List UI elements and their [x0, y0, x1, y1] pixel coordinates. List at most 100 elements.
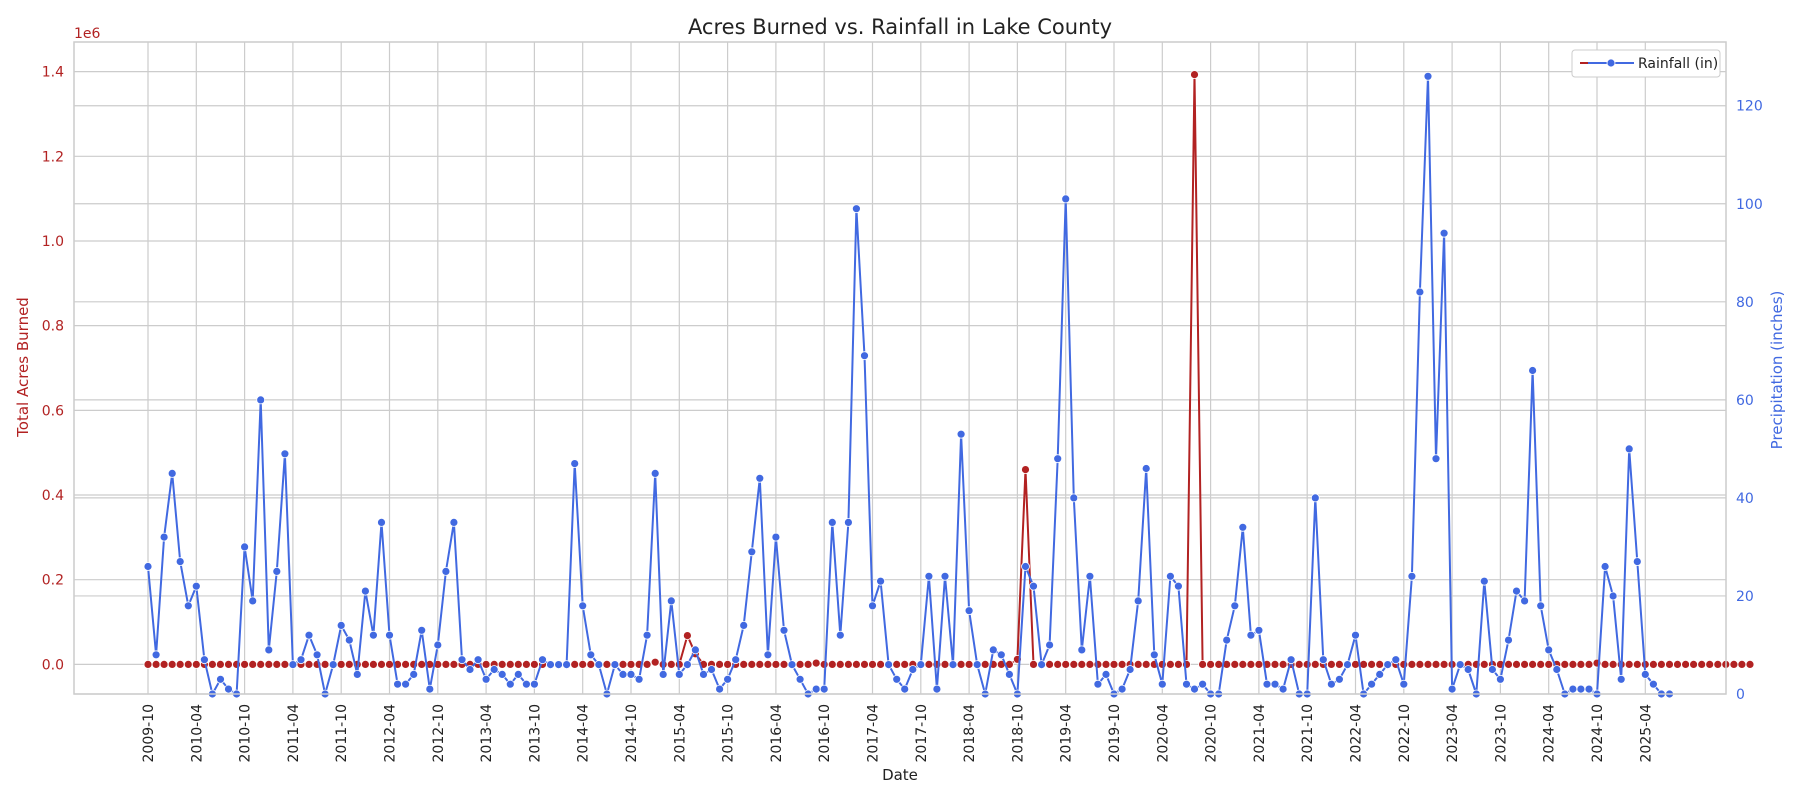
rainfall-point — [1584, 684, 1594, 694]
rainfall-point — [1423, 71, 1433, 81]
chart-title: Acres Burned vs. Rainfall in Lake County — [688, 15, 1112, 39]
acres-point — [626, 660, 636, 669]
rainfall-point — [546, 660, 555, 669]
left-tick-label: 0.4 — [42, 488, 64, 504]
rainfall-point — [393, 679, 403, 689]
rainfall-point — [441, 567, 451, 576]
rainfall-point — [256, 395, 266, 405]
acres-point — [248, 660, 258, 669]
acres-point — [1479, 660, 1489, 669]
rainfall-point — [626, 670, 636, 679]
rainfall-point — [377, 518, 386, 527]
rainfall-point — [1455, 660, 1465, 669]
acres-point — [377, 660, 386, 669]
rainfall-point — [288, 660, 298, 669]
acres-point — [1246, 660, 1256, 669]
acres-point — [183, 660, 193, 669]
rainfall-point — [683, 660, 692, 669]
rainfall-point — [1246, 630, 1256, 640]
acres-point — [1166, 660, 1175, 669]
acres-point — [1278, 660, 1288, 669]
rainfall-point — [650, 468, 660, 478]
acres-point — [505, 660, 515, 669]
acres-point — [650, 657, 660, 667]
rainfall-point — [642, 630, 652, 640]
x-tick-label: 2015-10 — [721, 704, 737, 763]
acres-point — [1608, 660, 1618, 669]
acres-point — [1053, 660, 1063, 669]
x-tick-label: 2025-04 — [1638, 704, 1654, 763]
rainfall-point — [747, 547, 757, 557]
rainfall-point — [449, 518, 459, 527]
rainfall-point — [1447, 684, 1457, 694]
rainfall-point — [795, 674, 805, 684]
acres-point — [1327, 660, 1336, 669]
rainfall-point — [425, 684, 435, 694]
rainfall-point — [691, 645, 700, 655]
rainfall-point — [1616, 674, 1626, 684]
acres-point — [360, 660, 370, 669]
acres-point — [513, 660, 523, 669]
left-tick-label: 0.6 — [42, 403, 64, 419]
rainfall-point — [489, 665, 499, 674]
rainfall-point — [1512, 586, 1521, 596]
acres-point — [618, 660, 628, 669]
x-tick-label: 2014-10 — [624, 704, 640, 763]
acres-point — [1270, 660, 1280, 669]
rainfall-point — [1407, 571, 1417, 581]
acres-point — [811, 658, 821, 668]
rainfall-point — [1343, 660, 1352, 669]
right-axis-label: Precipitation (inches) — [1768, 291, 1786, 450]
rainfall-point — [1238, 522, 1248, 532]
rainfall-point — [723, 674, 732, 684]
acres-point — [1512, 660, 1521, 669]
acres-point — [497, 660, 507, 669]
rainfall-point — [1383, 660, 1393, 669]
rainfall-point — [739, 621, 749, 630]
rainfall-point — [554, 660, 563, 669]
rainfall-point — [1399, 679, 1409, 689]
left-axis-ticks: 0.0 0.2 0.4 0.6 0.8 1.0 1.2 1.4 — [42, 65, 64, 674]
acres-point — [1294, 660, 1304, 669]
rainfall-point — [972, 660, 982, 669]
x-tick-label: 2020-04 — [1155, 704, 1171, 763]
right-tick-label: 80 — [1736, 295, 1754, 311]
rainfall-point — [731, 655, 741, 665]
rainfall-point — [763, 650, 773, 660]
rainfall-point — [988, 645, 998, 655]
acres-point — [1713, 660, 1723, 669]
rainfall-point — [1327, 679, 1336, 689]
acres-point — [481, 660, 491, 669]
rainfall-point — [473, 655, 483, 665]
acres-point — [320, 660, 330, 669]
x-tick-label: 2011-04 — [286, 704, 302, 763]
rainfall-point — [199, 655, 209, 665]
acres-point — [1737, 660, 1747, 669]
rainfall-point — [465, 665, 475, 674]
rainfall-point — [336, 621, 346, 630]
rainfall-point — [658, 670, 668, 679]
acres-point — [602, 660, 612, 669]
acres-point — [1689, 660, 1698, 669]
rainfall-point — [1045, 640, 1054, 650]
rainfall-point — [755, 473, 765, 483]
acres-point — [1431, 660, 1441, 669]
rainfall-point — [699, 670, 708, 679]
acres-point — [1600, 660, 1610, 669]
rainfall-point — [1439, 228, 1449, 238]
rainfall-point — [578, 601, 588, 611]
acres-point — [1407, 660, 1417, 669]
right-tick-label: 0 — [1736, 687, 1745, 703]
acres-point — [1375, 660, 1385, 669]
acres-point — [1576, 660, 1586, 669]
acres-point — [980, 660, 990, 669]
rainfall-point — [1632, 557, 1642, 566]
acres-point — [1190, 70, 1199, 79]
rainfall-point — [715, 684, 724, 694]
x-tick-label: 2012-10 — [431, 704, 447, 763]
acres-point — [852, 660, 861, 669]
acres-point — [256, 660, 266, 669]
rainfall-point — [1431, 454, 1441, 464]
rainfall-point — [940, 571, 950, 581]
acres-point — [642, 660, 652, 669]
